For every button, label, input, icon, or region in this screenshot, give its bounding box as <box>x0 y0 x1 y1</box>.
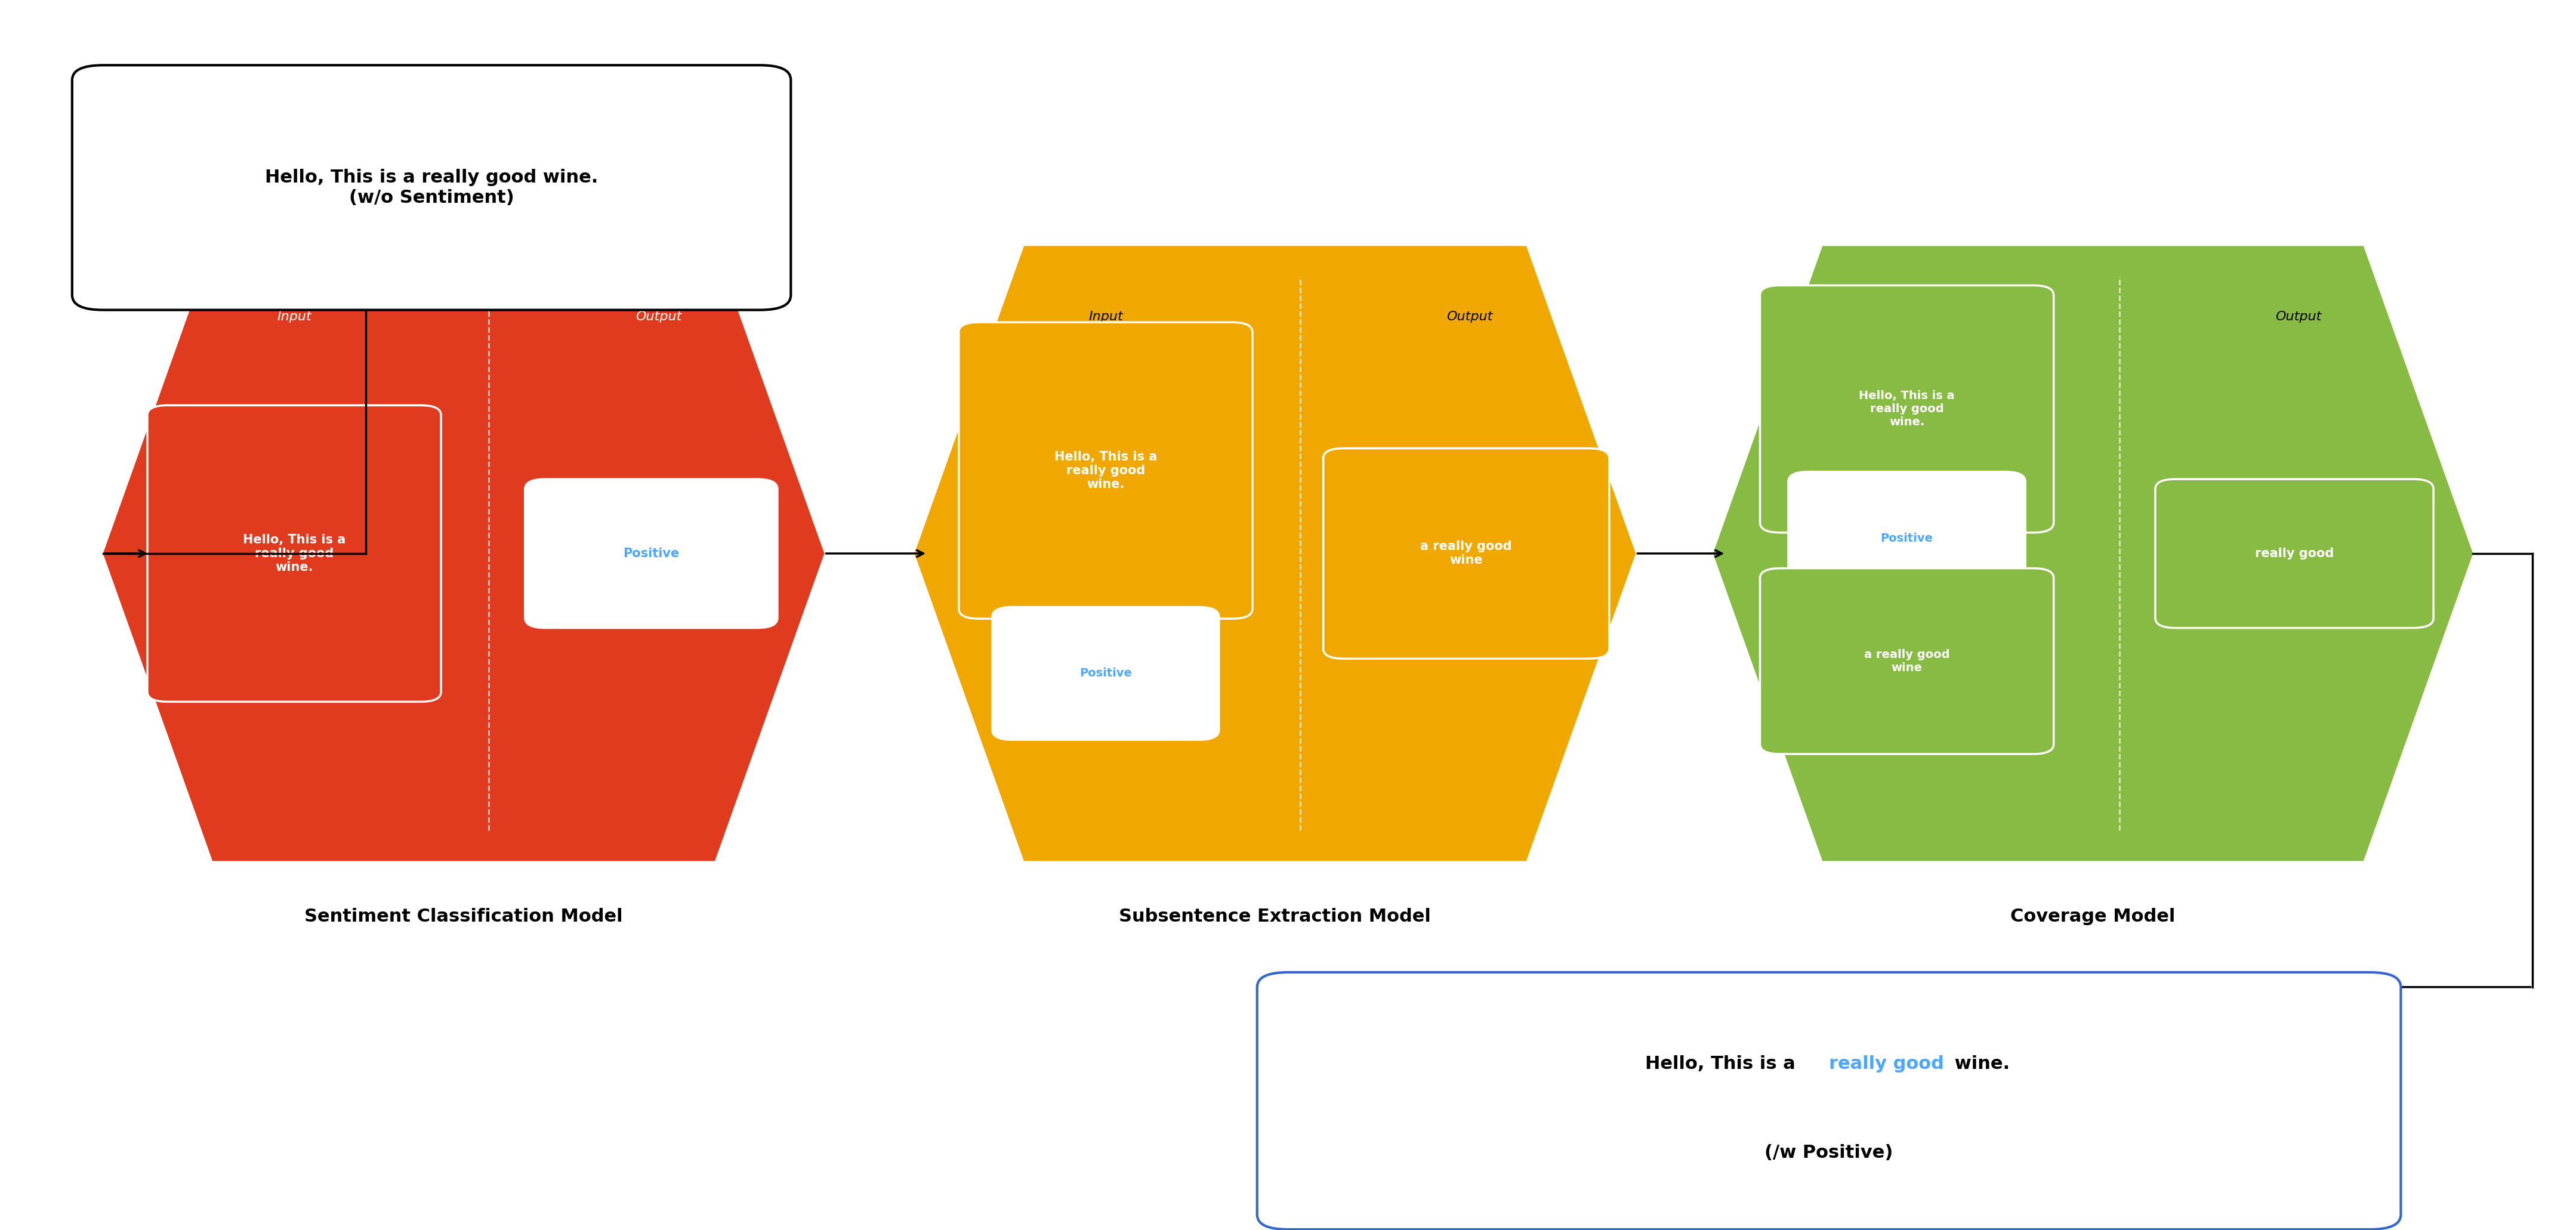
Text: Subsentence Extraction Model: Subsentence Extraction Model <box>1118 908 1432 925</box>
Text: really good: really good <box>1829 1055 1945 1073</box>
Text: Hello, This is a
really good
wine.: Hello, This is a really good wine. <box>1054 450 1157 491</box>
Text: Coverage Model: Coverage Model <box>2009 908 2177 925</box>
FancyBboxPatch shape <box>147 405 440 701</box>
Text: Output: Output <box>636 311 683 322</box>
Text: Sentiment Classification Model: Sentiment Classification Model <box>304 908 623 925</box>
FancyBboxPatch shape <box>1788 472 2025 605</box>
Text: wine.: wine. <box>1947 1055 2009 1073</box>
FancyBboxPatch shape <box>992 606 1218 739</box>
Text: Positive: Positive <box>1880 533 1932 544</box>
Text: Positive: Positive <box>1079 668 1131 679</box>
Text: Hello, This is a
really good
wine.: Hello, This is a really good wine. <box>242 534 345 573</box>
FancyBboxPatch shape <box>1257 972 2401 1230</box>
Polygon shape <box>1713 246 2473 861</box>
FancyBboxPatch shape <box>1759 568 2053 754</box>
Text: Hello, This is a really good wine.
(w/o Sentiment): Hello, This is a really good wine. (w/o … <box>265 169 598 207</box>
Text: Hello, This is a
really good
wine.: Hello, This is a really good wine. <box>1860 390 1955 428</box>
Text: Input: Input <box>278 311 312 322</box>
Text: Positive: Positive <box>623 547 680 560</box>
FancyBboxPatch shape <box>1759 285 2053 533</box>
FancyBboxPatch shape <box>2156 478 2434 627</box>
Text: Input: Input <box>1090 311 1123 322</box>
FancyBboxPatch shape <box>526 478 778 627</box>
Text: (/w Positive): (/w Positive) <box>1765 1144 1893 1161</box>
FancyBboxPatch shape <box>72 65 791 310</box>
FancyBboxPatch shape <box>1324 449 1610 659</box>
Polygon shape <box>914 246 1636 861</box>
FancyBboxPatch shape <box>958 322 1252 619</box>
Polygon shape <box>103 246 824 861</box>
Text: really good: really good <box>2254 547 2334 560</box>
Text: Input: Input <box>1896 311 1932 322</box>
Text: Output: Output <box>1448 311 1494 322</box>
Text: a really good
wine: a really good wine <box>1865 649 1950 673</box>
Text: a really good
wine: a really good wine <box>1419 541 1512 566</box>
Text: Hello, This is a: Hello, This is a <box>1646 1055 1801 1073</box>
Text: Output: Output <box>2275 311 2321 322</box>
